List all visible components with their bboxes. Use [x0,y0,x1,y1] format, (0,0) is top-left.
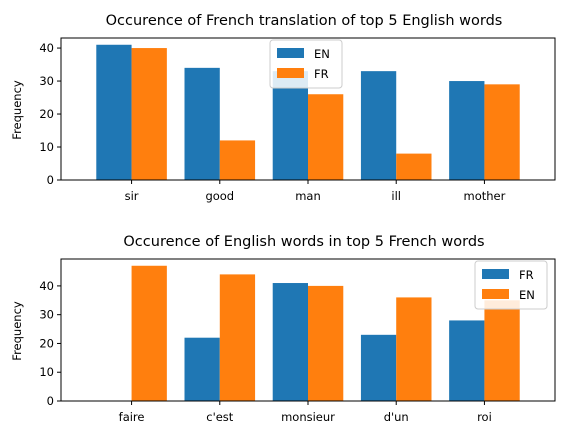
y-tick-label: 40 [39,279,54,293]
x-tick-label: mother [464,189,506,203]
legend-swatch-en [482,289,509,299]
legend-box [269,39,343,89]
y-axis-label: Frequency [10,80,24,140]
x-tick-label: man [295,189,321,203]
bar-en-man [272,71,308,180]
legend: FR EN [474,260,548,310]
bar-en-ill [360,71,397,180]
legend-swatch-fr [482,269,509,279]
bar-group [96,44,520,181]
y-tick-label: 10 [39,365,54,379]
x-tick-label: faire [119,410,145,424]
bar-en-sir [96,44,132,181]
chart-english-words: Occurence of French translation of top 5… [10,13,556,203]
bar-fr-man [308,94,344,180]
y-tick-label: 0 [47,173,54,187]
y-tick-label: 30 [39,74,54,88]
y-axis-label: Frequency [10,301,24,361]
bar-fr-d-un [360,334,397,401]
bar-fr-c-est [184,337,220,401]
legend-box [474,260,548,310]
y-tick-label: 20 [39,107,54,121]
legend-label-fr: FR [519,268,534,282]
bar-group [131,265,520,401]
bar-en-c-est [219,274,256,401]
legend-label-fr: FR [314,67,329,81]
plot-frame [60,37,556,181]
bar-en-d-un [396,297,432,401]
x-axis-ticks: faire c'est monsieur d'un roi [119,401,492,424]
chart-french-words: Occurence of English words in top 5 Fren… [10,234,556,424]
x-axis-ticks: sir good man ill mother [125,180,506,203]
legend-swatch-fr [277,68,304,78]
y-tick-label: 30 [39,308,54,322]
x-tick-label: c'est [206,410,234,424]
x-tick-label: ill [391,189,401,203]
bar-en-mother [449,81,485,180]
bar-fr-mother [484,84,520,180]
y-axis-ticks: 0 10 20 30 40 [39,279,61,408]
legend-label-en: EN [519,288,535,302]
chart-title: Occurence of English words in top 5 Fren… [123,234,484,250]
plot-frame [60,258,556,402]
chart-title: Occurence of French translation of top 5… [106,13,503,29]
x-tick-label: monsieur [281,410,335,424]
x-tick-label: sir [125,189,139,203]
bar-en-faire [131,265,167,401]
bar-fr-monsieur [272,283,308,401]
legend: EN FR [269,39,343,89]
bar-fr-good [219,140,256,180]
bar-en-roi [484,300,520,401]
y-tick-label: 40 [39,41,54,55]
y-tick-label: 10 [39,140,54,154]
bar-en-monsieur [308,285,344,401]
legend-label-en: EN [314,47,330,61]
x-tick-label: d'un [384,410,409,424]
y-tick-label: 0 [47,394,54,408]
y-axis-ticks: 0 10 20 30 40 [39,41,61,187]
legend-swatch-en [277,48,304,58]
y-tick-label: 20 [39,336,54,350]
x-tick-label: good [205,189,234,203]
bar-en-good [184,67,220,180]
bar-fr-roi [449,320,485,401]
x-tick-label: roi [477,410,492,424]
bar-fr-sir [131,48,167,181]
bar-fr-ill [396,153,432,180]
